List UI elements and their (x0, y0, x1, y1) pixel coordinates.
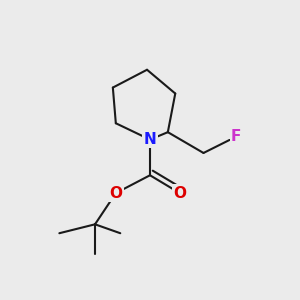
Text: F: F (231, 129, 242, 144)
Text: N: N (144, 132, 156, 147)
Text: O: O (173, 186, 186, 201)
Text: O: O (109, 186, 122, 201)
